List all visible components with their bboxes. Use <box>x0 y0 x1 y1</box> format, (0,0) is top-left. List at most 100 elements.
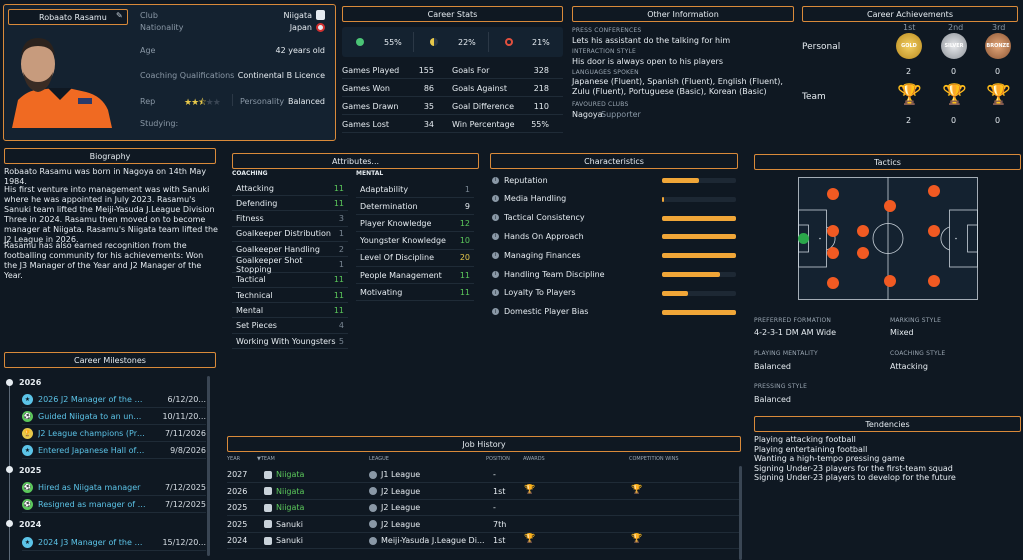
personal-3rd-count: 0 <box>995 67 1001 76</box>
attribute-row[interactable]: Goalkeeper Distribution 1 <box>232 227 348 242</box>
attribute-row[interactable]: Player Knowledge 12 <box>356 215 474 233</box>
job-team[interactable]: Sanuki <box>264 520 303 529</box>
manager-name-header[interactable]: Robaato Rasamu <box>8 9 128 25</box>
attribute-row[interactable]: Defending 11 <box>232 196 348 212</box>
job-league[interactable]: J2 League <box>369 520 420 529</box>
info-icon[interactable]: i <box>492 251 499 259</box>
attribute-value: 11 <box>333 183 344 193</box>
job-team[interactable]: Niigata <box>264 487 304 496</box>
milestone-item[interactable]: ⚽ Hired as Niigata manager 7/12/2025 <box>22 480 206 496</box>
milestone-icon: 🏆 <box>22 428 33 439</box>
characteristic-row[interactable]: i Loyalty To Players <box>492 284 738 302</box>
job-history-row[interactable]: 2024 Sanuki Meiji-Yasuda J.League Di... 1st… <box>227 532 739 550</box>
milestone-text: Guided Niigata to an unbeaten... <box>38 412 146 421</box>
attribute-row[interactable]: People Management 11 <box>356 267 474 284</box>
timeline-dot <box>6 520 13 527</box>
milestone-item[interactable]: ★ 2024 J3 Manager of the Year 15/12/20... <box>22 535 206 551</box>
favoured-club-role: Supporter <box>601 110 641 119</box>
job-team-name: Niigata <box>276 503 305 513</box>
info-icon[interactable]: i <box>492 270 499 278</box>
edit-name-icon[interactable]: ✎ <box>116 11 123 20</box>
characteristic-row[interactable]: i Reputation <box>492 171 738 189</box>
attribute-name: Youngster Knowledge <box>360 236 446 246</box>
attribute-row[interactable]: Technical 11 <box>232 288 348 304</box>
favoured-club-name[interactable]: Nagoya <box>572 110 603 119</box>
attribute-row[interactable]: Tactical 11 <box>232 273 348 288</box>
competition-trophy-icon[interactable]: 🏆 <box>631 484 643 495</box>
attribute-row[interactable]: Set Pieces 4 <box>232 319 348 334</box>
year-2025: 2025 <box>19 466 42 475</box>
coaching-label: COACHING <box>232 170 268 177</box>
milestone-item[interactable]: ⚽ Guided Niigata to an unbeaten... 10/11/2… <box>22 409 206 425</box>
characteristic-bar-fill <box>662 272 720 277</box>
coaching-style-label: COACHING STYLE <box>890 350 946 357</box>
player-marker <box>857 225 869 237</box>
bronze-medal-icon: BRONZE <box>985 33 1011 59</box>
characteristic-row[interactable]: i Hands On Approach <box>492 227 738 245</box>
attribute-row[interactable]: Motivating 11 <box>356 284 474 302</box>
milestones-scrollbar[interactable] <box>207 376 210 556</box>
milestone-item[interactable]: ★ Entered Japanese Hall of Fame 9/8/2026 <box>22 443 206 459</box>
job-league[interactable]: J2 League <box>369 487 420 496</box>
attributes-header[interactable]: Attributes... <box>232 153 479 169</box>
nationality-value[interactable]: Japan <box>289 23 312 32</box>
attribute-row[interactable]: Goalkeeper Handling 2 <box>232 242 348 258</box>
milestone-item[interactable]: ★ 2026 J2 Manager of the Year 6/12/20... <box>22 392 206 408</box>
attribute-row[interactable]: Adaptability 1 <box>356 181 474 198</box>
job-league[interactable]: J1 League <box>369 470 420 479</box>
job-history-scrollbar[interactable] <box>739 466 742 560</box>
info-icon[interactable]: i <box>492 214 499 222</box>
info-icon[interactable]: i <box>492 289 499 297</box>
competition-trophy-icon[interactable]: 🏆 <box>631 534 643 545</box>
award-trophy-icon[interactable]: 🏆 <box>524 534 536 545</box>
league-column-header[interactable]: LEAGUE <box>369 456 389 462</box>
attribute-row[interactable]: Attacking 11 <box>232 181 348 196</box>
job-team[interactable]: Sanuki <box>264 536 303 545</box>
job-team[interactable]: Niigata <box>264 470 304 479</box>
career-milestones-title: Career Milestones <box>74 355 146 365</box>
award-trophy-icon[interactable]: 🏆 <box>524 484 536 495</box>
job-history-row[interactable]: 2025 Sanuki J2 League 7th <box>227 516 739 533</box>
year-2024: 2024 <box>19 520 42 529</box>
characteristic-row[interactable]: i Handling Team Discipline <box>492 265 738 283</box>
competition-wins-column-header[interactable]: COMPETITION WINS <box>629 456 679 462</box>
attribute-row[interactable]: Fitness 3 <box>232 212 348 227</box>
year-column-header[interactable]: YEAR <box>227 456 241 462</box>
characteristic-row[interactable]: i Managing Finances <box>492 246 738 264</box>
characteristic-row[interactable]: i Media Handling <box>492 190 738 208</box>
attribute-name: Attacking <box>236 183 274 193</box>
attribute-row[interactable]: Mental 11 <box>232 303 348 319</box>
attribute-name: Technical <box>236 290 273 300</box>
team-column-header[interactable]: ▼TEAM <box>257 456 275 462</box>
job-league[interactable]: J2 League <box>369 503 420 512</box>
rep-stars: ★★⯪★★ <box>184 98 221 108</box>
job-history-row[interactable]: 2026 Niigata J2 League 1st 🏆 🏆 <box>227 483 739 500</box>
info-icon[interactable]: i <box>492 232 499 240</box>
position-column-header[interactable]: POSITION <box>486 456 510 462</box>
age-value: 42 years old <box>275 46 325 55</box>
career-stats-row: Games Played 155 Goals For 328 <box>342 62 563 79</box>
characteristics-title: Characteristics <box>584 156 644 166</box>
job-league[interactable]: Meiji-Yasuda J.League Di... <box>369 536 485 545</box>
info-icon[interactable]: i <box>492 308 499 316</box>
attribute-row[interactable]: Goalkeeper Shot Stopping 1 <box>232 256 348 274</box>
info-icon[interactable]: i <box>492 195 499 203</box>
awards-column-header[interactable]: AWARDS <box>523 456 545 462</box>
league-badge-icon <box>369 536 377 545</box>
career-stats-row: Games Lost 34 Win Percentage 55% <box>342 116 563 133</box>
club-value[interactable]: Niigata <box>283 11 312 20</box>
attribute-row[interactable]: Working With Youngsters 5 <box>232 334 348 349</box>
milestone-item[interactable]: ⚽ Resigned as manager of Sanuki 7/12/2025 <box>22 497 206 513</box>
info-icon[interactable]: i <box>492 176 499 184</box>
attribute-row[interactable]: Level Of Discipline 20 <box>356 250 474 267</box>
milestone-item[interactable]: 🏆 J2 League champions (Promoted) 7/11/2026 <box>22 426 206 442</box>
job-team[interactable]: Niigata <box>264 503 304 512</box>
job-history-row[interactable]: 2025 Niigata J2 League - <box>227 499 739 517</box>
attribute-row[interactable]: Youngster Knowledge 10 <box>356 233 474 250</box>
attribute-row[interactable]: Determination 9 <box>356 198 474 216</box>
characteristic-row[interactable]: i Tactical Consistency <box>492 209 738 227</box>
player-marker <box>884 200 896 212</box>
job-history-row[interactable]: 2027 Niigata J1 League - <box>227 466 739 483</box>
col-2nd: 2nd <box>948 23 964 32</box>
characteristic-row[interactable]: i Domestic Player Bias <box>492 303 738 321</box>
